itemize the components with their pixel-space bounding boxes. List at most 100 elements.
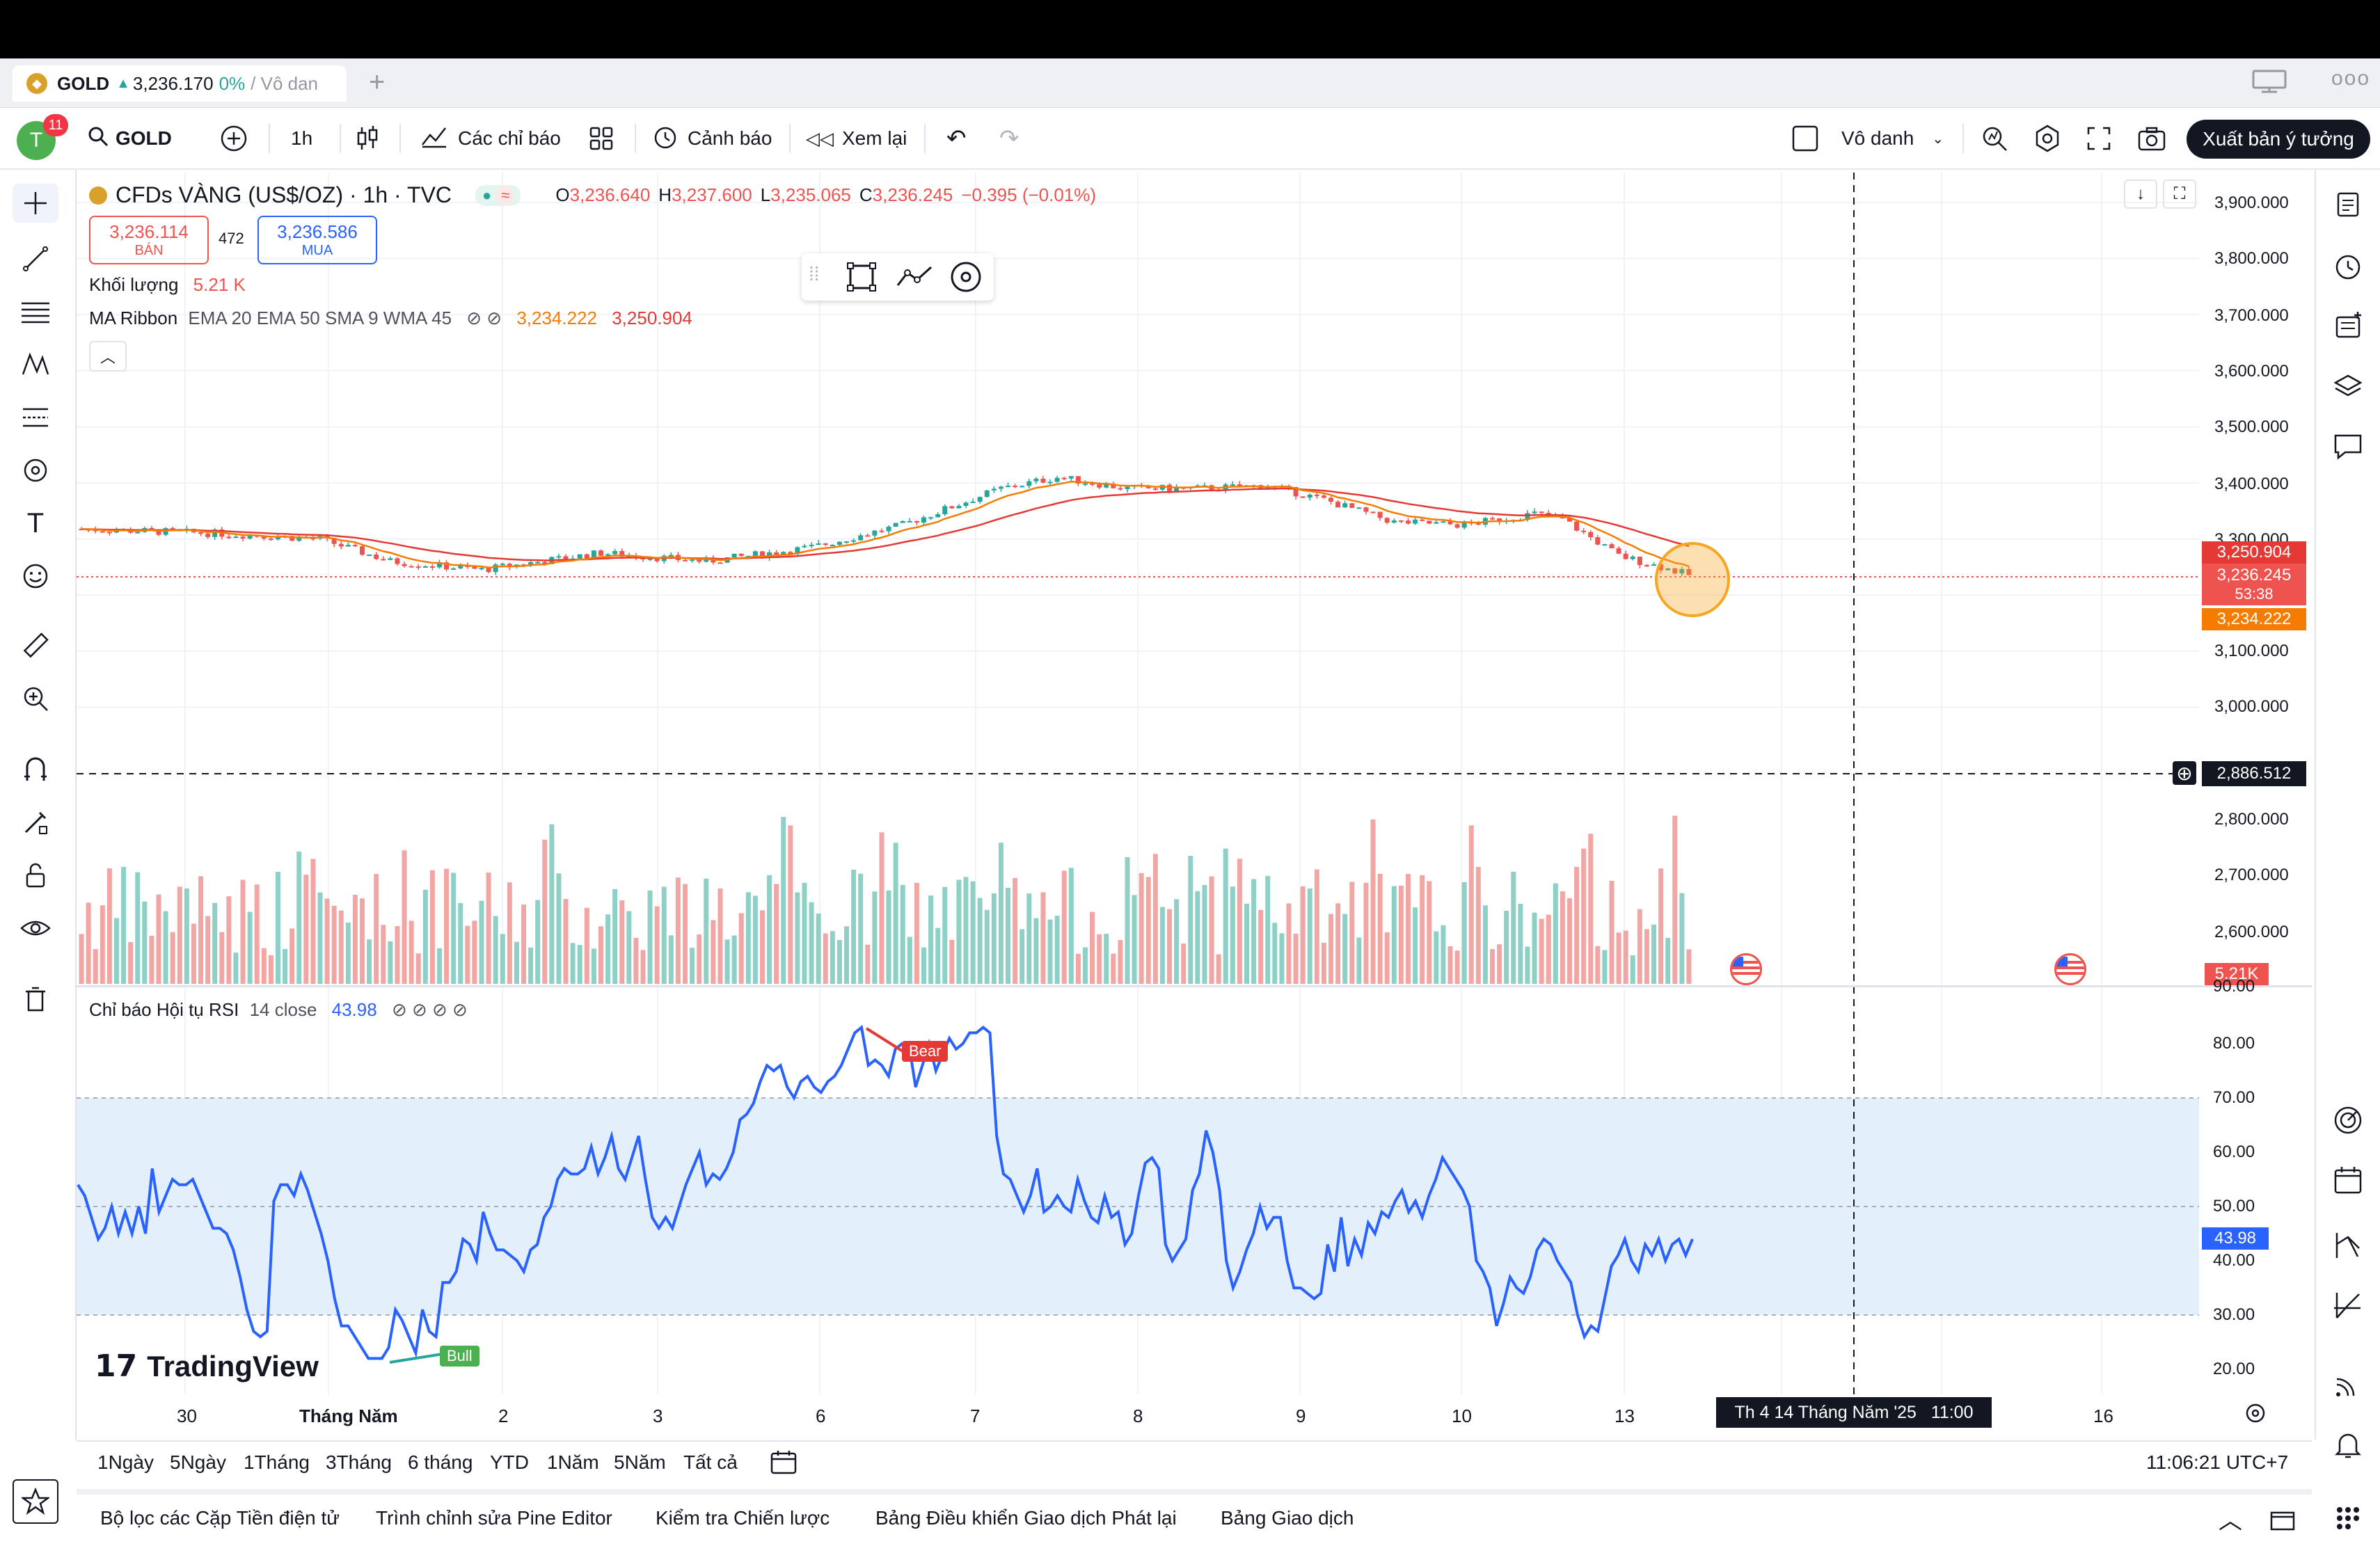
help-dots-icon[interactable]	[2327, 1499, 2369, 1538]
chevron-up-icon[interactable]: ︿	[2219, 1508, 2242, 1534]
alerts-button[interactable]: Cảnh báo	[651, 121, 772, 156]
range-5y[interactable]: 5Năm	[614, 1451, 666, 1473]
candle-body	[690, 559, 695, 562]
axis-settings-icon[interactable]	[2244, 1401, 2267, 1428]
add-price-icon[interactable]: ⊕	[2173, 761, 2196, 785]
tab-pine-editor[interactable]: Trình chỉnh sửa Pine Editor	[376, 1507, 612, 1529]
trend-line-icon[interactable]	[13, 239, 58, 278]
us-event-flag-icon[interactable]	[2054, 953, 2086, 985]
publish-button[interactable]: Xuất bản ý tưởng	[2187, 120, 2370, 159]
tab-strategy-tester[interactable]: Kiểm tra Chiến lược	[656, 1507, 830, 1529]
volume-bar	[949, 939, 955, 984]
tab-trading-panel[interactable]: Bảng Giao dịch	[1221, 1507, 1354, 1529]
text-tool-icon[interactable]: T	[26, 507, 45, 539]
undo-icon[interactable]: ↶	[946, 125, 967, 152]
alert-clock-icon[interactable]	[2327, 246, 2369, 285]
range-1m[interactable]: 1Tháng	[244, 1451, 310, 1473]
range-1d[interactable]: 1Ngày	[97, 1451, 154, 1473]
tab-replay-trading[interactable]: Bảng Điều khiển Giao dịch Phát lại	[875, 1507, 1177, 1529]
candle-body	[697, 559, 702, 562]
symbol-legend[interactable]: CFDs VÀNG (US$/OZ) · 1h · TVC ● ≈ O 3,236.…	[89, 182, 1096, 208]
layers-icon[interactable]	[2327, 367, 2369, 406]
symbol-search[interactable]: GOLD	[88, 121, 172, 156]
restore-panel-icon[interactable]	[2269, 1507, 2296, 1536]
eye-icon[interactable]	[13, 909, 58, 948]
range-5d[interactable]: 5Ngày	[170, 1451, 226, 1473]
indicators-icon	[420, 124, 448, 154]
ma-ribbon-legend[interactable]: MA Ribbon EMA 20 EMA 50 SMA 9 WMA 45 ⊘ ⊘…	[89, 308, 692, 329]
clock[interactable]: 11:06:21 UTC+7	[2146, 1451, 2289, 1473]
drag-handle-icon[interactable]: ⁞⁞	[809, 263, 820, 285]
date-range-calendar-icon[interactable]	[770, 1449, 798, 1480]
range-ytd[interactable]: YTD	[490, 1451, 529, 1473]
volume-bar	[1370, 819, 1376, 984]
volume-bar	[360, 898, 365, 984]
layout-checkbox-icon[interactable]	[1791, 121, 1819, 156]
calendar-icon[interactable]	[2327, 1161, 2369, 1200]
strategy-icon[interactable]	[2327, 1226, 2369, 1265]
trash-icon[interactable]	[13, 980, 58, 1019]
rectangle-tool-icon[interactable]	[845, 260, 878, 297]
screen-icon[interactable]	[2252, 68, 2287, 97]
volume-bar	[970, 881, 976, 984]
crosshair-tool-icon[interactable]	[13, 184, 58, 223]
favorites-star-icon[interactable]	[13, 1479, 58, 1524]
volume-bar	[1398, 885, 1404, 984]
add-symbol-icon[interactable]	[220, 121, 248, 156]
fib-tool-icon[interactable]	[13, 398, 58, 437]
pattern-tool-icon[interactable]	[13, 345, 58, 384]
sell-button[interactable]: 3,236.114 BÁN	[89, 216, 209, 264]
buy-button[interactable]: 3,236.586 MUA	[257, 216, 377, 264]
us-event-flag-icon[interactable]	[1730, 953, 1762, 985]
watchlist-icon[interactable]	[2327, 185, 2369, 224]
more-icon[interactable]: ooo	[2331, 67, 2371, 90]
brush-tool-icon[interactable]	[13, 451, 58, 490]
chat-icon[interactable]	[2327, 427, 2369, 466]
circle-brush-icon[interactable]	[949, 260, 983, 297]
tab-price: 3,236.170	[132, 72, 214, 94]
quick-search-icon[interactable]	[1981, 121, 2008, 156]
volume-bar	[1020, 929, 1025, 984]
interval-button[interactable]: 1h	[291, 127, 313, 149]
draw-mode-icon[interactable]	[13, 803, 58, 842]
redo-icon[interactable]: ↷	[999, 125, 1020, 152]
replay-button[interactable]: ◁◁ Xem lại	[806, 121, 907, 156]
candles-icon[interactable]	[355, 121, 380, 156]
pine-chart-icon[interactable]	[2327, 1286, 2369, 1325]
layout-name-button[interactable]: Vô danh ⌄	[1841, 121, 1944, 156]
volume-bar	[605, 914, 611, 984]
tab-crypto-screener[interactable]: Bộ lọc các Cặp Tiền điện tử	[100, 1507, 340, 1529]
range-6m[interactable]: 6 tháng	[408, 1451, 473, 1473]
scroll-down-icon[interactable]: ↓	[2124, 180, 2157, 209]
notification-bell-icon[interactable]	[2327, 1425, 2369, 1464]
indicators-button[interactable]: Các chỉ báo	[420, 121, 561, 156]
pane-divider[interactable]	[77, 985, 2312, 987]
candle-body	[1054, 477, 1060, 482]
maximize-pane-icon[interactable]: ⛶	[2163, 180, 2196, 209]
fullscreen-icon[interactable]	[2086, 121, 2111, 156]
range-1y[interactable]: 1Năm	[547, 1451, 599, 1473]
volume-legend[interactable]: Khối lượng 5.21 K	[89, 274, 246, 296]
object-tree-icon[interactable]	[2327, 306, 2369, 345]
camera-icon[interactable]	[2138, 121, 2166, 156]
ruler-icon[interactable]	[13, 626, 58, 665]
range-3m[interactable]: 3Tháng	[326, 1451, 392, 1473]
templates-icon[interactable]	[589, 121, 614, 156]
collapse-legend-icon[interactable]: ︿	[89, 341, 127, 372]
target-icon[interactable]	[2327, 1101, 2369, 1140]
lock-icon[interactable]	[13, 856, 58, 895]
hidden-icon: ⊘ ⊘ ⊘ ⊘	[391, 999, 468, 1020]
broadcast-icon[interactable]	[2327, 1365, 2369, 1404]
new-tab-icon[interactable]: +	[369, 67, 386, 97]
magnet-icon[interactable]	[13, 750, 58, 789]
range-all[interactable]: Tất cả	[683, 1451, 738, 1473]
tab-gold[interactable]: ◆ GOLD ▲ 3,236.170 0% / Vô dan	[13, 65, 347, 102]
settings-icon[interactable]	[2033, 121, 2061, 156]
horizontal-lines-icon[interactable]	[13, 292, 58, 331]
emoji-tool-icon[interactable]	[13, 557, 58, 596]
rsi-legend[interactable]: Chỉ báo Hội tụ RSI 14 close 43.98 ⊘ ⊘ ⊘ …	[89, 999, 468, 1021]
zoom-in-icon[interactable]	[13, 679, 58, 718]
hidden-icon: ⊘ ⊘	[466, 308, 502, 328]
path-tool-icon[interactable]	[895, 260, 934, 297]
